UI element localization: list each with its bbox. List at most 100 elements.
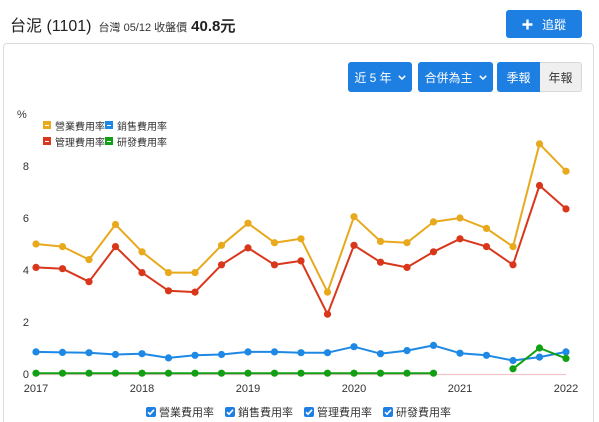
- series-2-point[interactable]: [164, 354, 173, 362]
- series-2-point[interactable]: [111, 350, 120, 359]
- series-1-point[interactable]: [323, 288, 332, 296]
- series-1-point[interactable]: [191, 269, 199, 277]
- series-1-point[interactable]: [85, 256, 93, 264]
- series-2-point[interactable]: [138, 350, 146, 358]
- checkbox[interactable]: [146, 407, 156, 417]
- series-4-point[interactable]: [164, 369, 173, 377]
- series-1-point[interactable]: [244, 219, 252, 227]
- series-2-point[interactable]: [509, 356, 517, 365]
- legend-toggle-rnd-expense[interactable]: 研發費用率: [383, 405, 451, 419]
- series-2-point[interactable]: [403, 347, 411, 355]
- period-dropdown[interactable]: 近 5 年: [348, 62, 412, 92]
- series-3-point[interactable]: [244, 244, 252, 252]
- series-2-point[interactable]: [85, 349, 93, 357]
- series-3-point[interactable]: [164, 287, 173, 295]
- series-4-point[interactable]: [191, 369, 199, 377]
- checkbox[interactable]: [383, 407, 393, 417]
- series-3-point[interactable]: [535, 181, 544, 190]
- series-1-point[interactable]: [376, 237, 385, 245]
- series-4-point[interactable]: [429, 369, 438, 377]
- series-1-point[interactable]: [429, 218, 438, 226]
- series-4-point[interactable]: [403, 369, 411, 377]
- series-4-point[interactable]: [85, 369, 93, 377]
- series-2-point[interactable]: [429, 341, 438, 349]
- series-3-point[interactable]: [350, 241, 358, 249]
- legend-toggle-operating-expense[interactable]: 營業費用率: [146, 405, 214, 419]
- series-2-point[interactable]: [58, 348, 67, 356]
- series-4-point[interactable]: [535, 344, 544, 352]
- series-3-point[interactable]: [297, 257, 305, 265]
- series-2-point[interactable]: [217, 350, 226, 359]
- series-4-point[interactable]: [562, 354, 570, 362]
- checkbox[interactable]: [304, 407, 314, 417]
- series-3-point[interactable]: [138, 269, 146, 277]
- series-3-point[interactable]: [376, 258, 385, 266]
- series-3-point[interactable]: [270, 261, 279, 269]
- series-2-point[interactable]: [323, 349, 332, 357]
- legend-toggle-selling-expense[interactable]: 銷售費用率: [225, 405, 293, 419]
- series-3-point[interactable]: [217, 261, 226, 269]
- series-4-point[interactable]: [32, 369, 40, 377]
- series-3-point[interactable]: [403, 263, 411, 271]
- series-1-point[interactable]: [217, 241, 226, 249]
- series-4-point[interactable]: [270, 369, 279, 377]
- series-2-point[interactable]: [244, 348, 252, 356]
- quarterly-report-tab[interactable]: 季報: [497, 62, 540, 92]
- series-4-point[interactable]: [297, 369, 305, 377]
- x-tick-label: 2018: [130, 383, 154, 395]
- series-2-point[interactable]: [535, 353, 544, 361]
- series-4-point[interactable]: [323, 369, 332, 377]
- series-2-point[interactable]: [32, 348, 40, 356]
- series-1-point[interactable]: [403, 239, 411, 247]
- series-2-point[interactable]: [350, 343, 358, 351]
- series-1-point[interactable]: [58, 243, 67, 251]
- series-3-point[interactable]: [323, 310, 332, 318]
- series-4-point[interactable]: [138, 369, 146, 377]
- series-2-point[interactable]: [376, 350, 385, 358]
- consolidation-dropdown[interactable]: 合併為主: [418, 62, 493, 92]
- series-2-point[interactable]: [562, 348, 570, 356]
- series-4-point[interactable]: [350, 369, 358, 377]
- series-1-point[interactable]: [32, 240, 40, 248]
- x-axis-ticks: 2017 2018 2019 2020 2021 2022: [24, 383, 578, 395]
- series-3-point[interactable]: [456, 235, 464, 243]
- legend-toggle-admin-expense[interactable]: 管理費用率: [304, 405, 372, 419]
- checkbox[interactable]: [225, 407, 235, 417]
- series-4-point[interactable]: [244, 369, 252, 377]
- follow-button[interactable]: 追蹤: [506, 10, 582, 38]
- series-1-point[interactable]: [482, 224, 491, 232]
- series-1-point[interactable]: [111, 220, 120, 229]
- series-2-point[interactable]: [297, 349, 305, 357]
- series-4-point[interactable]: [509, 365, 517, 373]
- series-4-point[interactable]: [217, 369, 226, 377]
- series-2-point[interactable]: [482, 351, 491, 359]
- series-3-point[interactable]: [562, 205, 570, 213]
- series-3-point[interactable]: [58, 265, 67, 273]
- series-3-point[interactable]: [509, 261, 517, 269]
- plus-icon: [522, 19, 533, 29]
- series-1-point[interactable]: [164, 269, 173, 277]
- series-1-point[interactable]: [509, 243, 517, 251]
- series-1-point[interactable]: [456, 214, 464, 222]
- series-2-point[interactable]: [270, 348, 279, 356]
- series-4-point[interactable]: [111, 369, 120, 377]
- series-3-point[interactable]: [482, 243, 491, 251]
- series-3-point[interactable]: [85, 278, 93, 286]
- series-3-point[interactable]: [429, 248, 438, 256]
- series-3-point[interactable]: [191, 288, 199, 296]
- series-2-point[interactable]: [456, 349, 464, 357]
- series-4-point[interactable]: [376, 369, 385, 377]
- series-1-point[interactable]: [270, 239, 279, 247]
- x-tick-label: 2022: [554, 383, 578, 395]
- annual-report-tab[interactable]: 年報: [540, 62, 582, 92]
- series-3-point[interactable]: [111, 243, 120, 251]
- series-1-point[interactable]: [297, 235, 305, 243]
- series-4-point[interactable]: [58, 369, 67, 377]
- series-2-point[interactable]: [191, 351, 199, 359]
- series-1-point[interactable]: [562, 167, 570, 175]
- series-1-point[interactable]: [138, 248, 146, 256]
- legend-item: 管理費用率: [43, 134, 105, 149]
- series-1-point[interactable]: [350, 213, 358, 221]
- series-3-point[interactable]: [32, 263, 40, 271]
- series-1-point[interactable]: [535, 140, 544, 148]
